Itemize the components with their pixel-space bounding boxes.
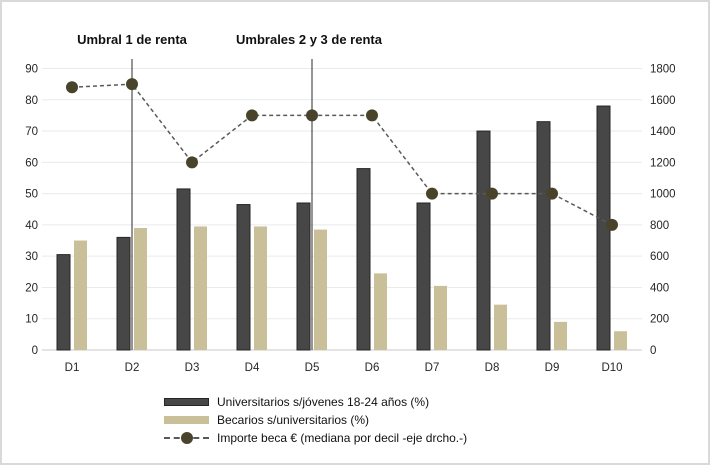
left-axis-tick-label: 0 bbox=[32, 345, 38, 357]
right-axis-tick-label: 1200 bbox=[650, 157, 676, 169]
bar-becarios bbox=[494, 304, 507, 350]
x-axis-category-label: D7 bbox=[425, 362, 440, 374]
beca-line bbox=[71, 83, 613, 226]
x-axis-category-label: D4 bbox=[245, 362, 260, 374]
left-axis-tick-label: 90 bbox=[25, 64, 38, 76]
legend-label-becarios: Becarios s/universitarios (%) bbox=[217, 412, 370, 427]
left-axis-tick-label: 30 bbox=[25, 251, 38, 263]
bar-becarios bbox=[254, 226, 267, 350]
bar-universitarios bbox=[236, 204, 251, 351]
x-axis-category-label: D8 bbox=[485, 362, 500, 374]
annotation-umbral-1: Umbral 1 de renta bbox=[77, 32, 187, 47]
beca-line-marker bbox=[186, 156, 198, 169]
annotation-umbrales-2-3: Umbrales 2 y 3 de renta bbox=[236, 32, 382, 47]
bar-universitarios bbox=[56, 254, 71, 351]
beca-line-marker bbox=[486, 187, 498, 200]
bar-universitarios bbox=[416, 202, 431, 351]
legend: Universitarios s/jóvenes 18-24 años (%) … bbox=[164, 393, 467, 447]
x-axis-category-label: D3 bbox=[185, 362, 200, 374]
bar-universitarios bbox=[476, 130, 491, 351]
legend-swatch-universitarios bbox=[164, 397, 209, 406]
right-axis-tick-label: 200 bbox=[650, 314, 669, 326]
bar-universitarios bbox=[356, 168, 371, 351]
right-axis-tick-label: 800 bbox=[650, 220, 669, 232]
legend-label-importe: Importe beca € (mediana por decil -eje d… bbox=[217, 430, 468, 445]
plot-area: 0 10 20 30 40 50 60 70 80 90 0 200 400 600 800 1000 1200… bbox=[25, 59, 676, 374]
right-axis-tick-label: 1800 bbox=[650, 64, 676, 76]
left-axis-tick-label: 40 bbox=[25, 220, 38, 232]
beca-line-marker bbox=[66, 81, 78, 94]
right-axis-tick-label: 400 bbox=[650, 282, 669, 294]
line-marker-dot-icon bbox=[180, 431, 193, 444]
left-axis-tick-label: 70 bbox=[25, 126, 38, 138]
legend-row-universitarios: Universitarios s/jóvenes 18-24 años (%) bbox=[164, 393, 467, 410]
x-axis-category-label: D1 bbox=[65, 362, 80, 374]
beca-line-marker bbox=[606, 218, 618, 231]
bar-becarios bbox=[194, 226, 207, 350]
right-axis-tick-label: 1600 bbox=[650, 95, 676, 107]
legend-label-universitarios: Universitarios s/jóvenes 18-24 años (%) bbox=[217, 394, 430, 409]
x-axis-category-label: D6 bbox=[365, 362, 380, 374]
left-axis-tick-label: 80 bbox=[25, 95, 38, 107]
x-axis-category-label: D9 bbox=[545, 362, 560, 374]
bar-universitarios bbox=[176, 188, 191, 351]
bar-universitarios bbox=[536, 121, 551, 351]
bar-becarios bbox=[374, 273, 387, 350]
x-axis-category-label: D2 bbox=[125, 362, 140, 374]
bar-becarios bbox=[614, 331, 627, 350]
bar-becarios bbox=[74, 240, 87, 350]
beca-line-marker bbox=[126, 78, 138, 91]
x-axis-category-label: D5 bbox=[305, 362, 320, 374]
beca-line-marker bbox=[426, 187, 438, 200]
beca-line-marker bbox=[546, 187, 558, 200]
left-axis-tick-label: 10 bbox=[25, 314, 38, 326]
bar-becarios bbox=[314, 229, 327, 350]
right-axis-tick-label: 1000 bbox=[650, 189, 676, 201]
bar-becarios bbox=[554, 321, 567, 350]
beca-line-marker bbox=[306, 109, 318, 122]
legend-row-importe: Importe beca € (mediana por decil -eje d… bbox=[164, 429, 467, 446]
legend-line-swatch bbox=[164, 431, 209, 444]
beca-line-marker bbox=[246, 109, 258, 122]
bar-universitarios bbox=[116, 236, 131, 351]
legend-row-becarios: Becarios s/universitarios (%) bbox=[164, 411, 467, 428]
beca-line-marker bbox=[366, 109, 378, 122]
legend-swatch-becarios bbox=[164, 415, 209, 424]
left-axis-tick-label: 50 bbox=[25, 189, 38, 201]
bar-becarios bbox=[434, 285, 447, 350]
x-axis-category-label: D10 bbox=[601, 362, 622, 374]
bar-becarios bbox=[134, 228, 147, 350]
left-axis-tick-label: 20 bbox=[25, 282, 38, 294]
left-axis-tick-label: 60 bbox=[25, 157, 38, 169]
right-axis-tick-label: 1400 bbox=[650, 126, 676, 138]
right-axis-tick-label: 0 bbox=[650, 345, 656, 357]
right-axis-tick-label: 600 bbox=[650, 251, 669, 263]
bar-universitarios bbox=[296, 202, 311, 351]
